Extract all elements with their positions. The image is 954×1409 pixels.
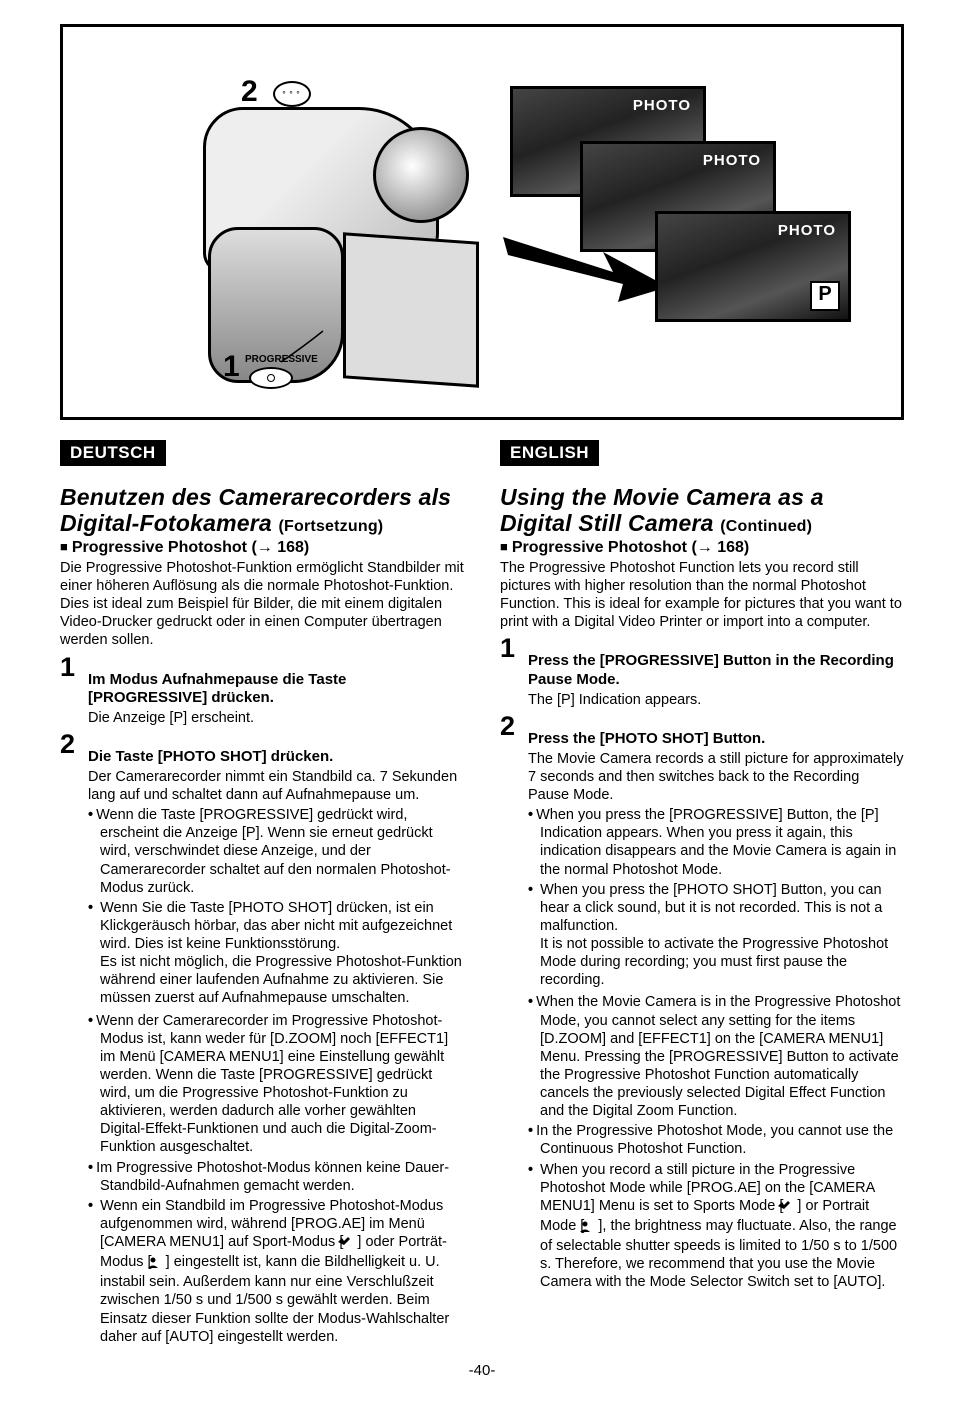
- right-title-line2: Digital Still Camera: [500, 510, 714, 536]
- right-subhead-text: Progressive Photoshot (→ 168): [512, 539, 749, 556]
- photo-label-2: PHOTO: [703, 152, 761, 169]
- right-step-2: 2 Press the [PHOTO SHOT] Button. The Mov…: [500, 715, 904, 991]
- right-bullet-4: In the Progressive Photoshot Mode, you c…: [528, 1122, 904, 1158]
- right-step-1-title: Press the [PROGRESSIVE] Button in the Re…: [528, 652, 904, 690]
- right-step-1-text: The [P] Indication appears.: [528, 691, 904, 709]
- lang-tag-deutsch: DEUTSCH: [60, 440, 166, 466]
- right-bullet-3: When the Movie Camera is in the Progress…: [528, 993, 904, 1120]
- left-step-1-title: Im Modus Aufnahmepause die Taste [PROGRE…: [88, 671, 464, 709]
- left-bullet-3: Wenn der Camerarecorder im Progressive P…: [88, 1012, 464, 1157]
- left-intro: Die Progressive Photoshot-Funktion ermög…: [60, 559, 464, 650]
- left-column: DEUTSCH Benutzen des Camerarecorders als…: [60, 440, 464, 1348]
- leader-line-1: [273, 327, 333, 367]
- right-step-2-text: The Movie Camera records a still picture…: [528, 750, 904, 804]
- left-title-continued: (Fortsetzung): [279, 518, 384, 535]
- left-step-2-bullet-1: Wenn die Taste [PROGRESSIVE] gedrückt wi…: [88, 806, 464, 897]
- sports-mode-icon: [788, 1199, 792, 1217]
- p-label-3: P: [810, 281, 840, 311]
- right-step-2-bullet-2b: It is not possible to activate the Progr…: [540, 936, 888, 988]
- right-step-2-title: Press the [PHOTO SHOT] Button.: [528, 730, 904, 749]
- left-title-line1: Benutzen des Camerarecorders als: [60, 484, 451, 510]
- left-step-2-title: Die Taste [PHOTO SHOT] drücken.: [88, 748, 464, 767]
- figure-box: 2 ∘∘∘ PHOTO SHOT 1 PROGRESSIVE: [60, 24, 904, 420]
- page-number: -40-: [60, 1362, 904, 1379]
- right-column: ENGLISH Using the Movie Camera as a Digi…: [500, 440, 904, 1293]
- right-step-1: 1 Press the [PROGRESSIVE] Button in the …: [500, 637, 904, 711]
- right-step-2-bullet-2: When you press the [PHOTO SHOT] Button, …: [528, 881, 904, 990]
- photo-label-3: PHOTO: [778, 222, 836, 239]
- right-step-2-bullets: When you press the [PROGRESSIVE] Button,…: [528, 806, 904, 989]
- figure-label-1-number: 1: [223, 352, 240, 382]
- right-bullets: When the Movie Camera is in the Progress…: [528, 993, 904, 1291]
- left-step-2: 2 Die Taste [PHOTO SHOT] drücken. Der Ca…: [60, 733, 464, 1009]
- right-step-2-num: 2: [500, 713, 528, 740]
- left-step-2-bullets: Wenn die Taste [PROGRESSIVE] gedrückt wi…: [88, 806, 464, 1007]
- photo-stack: PHOTO P PHOTO P PHOTO P: [511, 87, 871, 357]
- sports-mode-icon: [348, 1235, 352, 1253]
- right-step-2-bullet-1: When you press the [PROGRESSIVE] Button,…: [528, 806, 904, 879]
- left-bullet-4: Im Progressive Photoshot-Modus können ke…: [88, 1159, 464, 1195]
- right-b5c: ], the brightness may fluctuate. Also, t…: [540, 1218, 897, 1290]
- right-heading: Using the Movie Camera as a Digital Stil…: [500, 484, 904, 537]
- left-title-line2: Digital-Fotokamera: [60, 510, 272, 536]
- portrait-mode-icon: [589, 1219, 593, 1237]
- right-bullet-5: When you record a still picture in the P…: [528, 1161, 904, 1292]
- left-bullets: Wenn der Camerarecorder im Progressive P…: [88, 1012, 464, 1346]
- left-step-2-bullet-2a: Wenn Sie die Taste [PHOTO SHOT] drücken,…: [100, 900, 452, 952]
- photo-label-1: PHOTO: [633, 97, 691, 114]
- portrait-mode-icon: [157, 1255, 161, 1273]
- left-step-2-bullet-2b: Es ist nicht möglich, die Progressive Ph…: [100, 954, 462, 1006]
- left-bullet-5: Wenn ein Standbild im Progressive Photos…: [88, 1197, 464, 1346]
- progressive-button-icon: [249, 367, 293, 389]
- left-step-2-num: 2: [60, 731, 88, 758]
- right-title-continued: (Continued): [720, 518, 812, 535]
- left-step-1-num: 1: [60, 654, 88, 681]
- left-step-2-text: Der Camerarecorder nimmt ein Standbild c…: [88, 768, 464, 804]
- columns-container: DEUTSCH Benutzen des Camerarecorders als…: [60, 440, 904, 1348]
- left-subhead: ■Progressive Photoshot (→ 168): [60, 539, 464, 557]
- right-step-2-bullet-2a: When you press the [PHOTO SHOT] Button, …: [540, 882, 882, 934]
- right-title-line1: Using the Movie Camera as a: [500, 484, 824, 510]
- left-step-2-bullet-2: Wenn Sie die Taste [PHOTO SHOT] drücken,…: [88, 899, 464, 1008]
- right-subhead: ■Progressive Photoshot (→ 168): [500, 539, 904, 557]
- left-heading: Benutzen des Camerarecorders als Digital…: [60, 484, 464, 537]
- right-step-1-num: 1: [500, 635, 528, 662]
- page: 2 ∘∘∘ PHOTO SHOT 1 PROGRESSIVE: [0, 0, 954, 1409]
- right-intro: The Progressive Photoshot Function lets …: [500, 559, 904, 632]
- left-step-1: 1 Im Modus Aufnahmepause die Taste [PROG…: [60, 656, 464, 730]
- left-step-1-text: Die Anzeige [P] erscheint.: [88, 709, 464, 727]
- lang-tag-english: ENGLISH: [500, 440, 599, 466]
- photo-frame-3: PHOTO P: [656, 212, 850, 321]
- left-subhead-text: Progressive Photoshot (→ 168): [72, 539, 309, 556]
